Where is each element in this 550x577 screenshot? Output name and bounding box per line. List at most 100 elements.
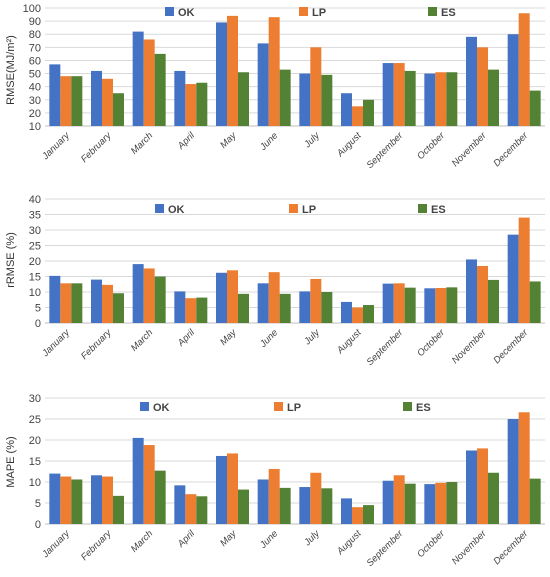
bar-ok <box>299 487 311 524</box>
x-tick-label: December <box>492 327 531 366</box>
chart-2: 0 5 10 15 20 25 30 35 40 rRMSE (%) January February… <box>5 194 545 368</box>
bar-ok <box>49 473 61 524</box>
y-tick-label: 15 <box>29 456 41 468</box>
y-tick-label: 15 <box>29 272 41 284</box>
y-tick-label: 10 <box>29 121 41 133</box>
bar-es <box>154 53 166 127</box>
bar-lp <box>477 47 488 127</box>
y-tick-label: 25 <box>29 414 41 426</box>
legend-entry-lp: LP <box>299 7 326 19</box>
bar-lp <box>310 47 322 127</box>
bar-es <box>238 489 249 524</box>
bar-lp <box>268 468 280 524</box>
bar-ok <box>507 34 519 126</box>
bar-ok <box>91 70 102 126</box>
bar-es <box>529 90 541 126</box>
bar-es <box>154 276 166 323</box>
chart-3: 0 5 10 15 20 25 30 MAPE (%) January February March… <box>5 393 545 569</box>
bar-es <box>404 483 416 524</box>
bar-es <box>71 479 83 524</box>
bar-ok <box>424 484 436 524</box>
legend-swatch <box>155 204 164 213</box>
bar-lp <box>477 265 488 323</box>
bar-lp <box>227 15 238 126</box>
bar-ok <box>216 22 227 126</box>
bar-ok <box>174 70 186 126</box>
bar-es <box>71 283 83 323</box>
bar-ok <box>91 279 102 323</box>
y-tick-label: 30 <box>29 225 41 237</box>
bar-ok <box>382 480 394 524</box>
x-tick-label: October <box>415 130 447 162</box>
bar-es <box>363 99 374 126</box>
x-tick-label: November <box>450 528 489 567</box>
bar-es <box>404 287 416 323</box>
bar-ok <box>216 455 227 524</box>
legend-entry-ok: OK <box>155 204 185 216</box>
bar-lp <box>435 482 447 524</box>
x-tick-label: June <box>257 130 280 153</box>
y-tick-label: 30 <box>29 95 41 107</box>
bar-lp <box>393 475 405 524</box>
y-axis-label: MAPE (%) <box>5 436 17 487</box>
bar-lp <box>185 298 197 323</box>
bar-es <box>113 93 124 126</box>
legend-label: ES <box>431 204 446 216</box>
x-tick-label: March <box>129 327 155 353</box>
x-tick-label: April <box>175 528 198 551</box>
x-tick-label: April <box>175 130 198 153</box>
x-tick-label: June <box>257 327 280 350</box>
bar-ok <box>466 259 477 323</box>
bar-lp <box>268 272 280 323</box>
bar-ok <box>507 419 519 524</box>
bar-es <box>113 293 124 323</box>
x-tick-label: February <box>79 129 115 165</box>
bar-lp <box>310 278 322 323</box>
bar-lp <box>393 63 405 126</box>
bar-ok <box>424 288 436 323</box>
x-tick-label: July <box>302 326 323 347</box>
bar-ok <box>216 272 227 323</box>
y-tick-label: 90 <box>29 16 41 28</box>
bar-lp <box>268 17 280 126</box>
bar-lp <box>435 287 447 323</box>
bar-es <box>238 293 249 323</box>
legend-swatch <box>418 204 427 213</box>
bar-ok <box>466 450 477 524</box>
legend-entry-lp: LP <box>274 402 301 414</box>
legend-swatch <box>165 7 174 16</box>
legend-swatch <box>274 402 283 411</box>
x-tick-label: September <box>365 528 406 569</box>
x-tick-label: December <box>492 130 531 169</box>
x-tick-label: October <box>415 528 447 560</box>
y-tick-label: 20 <box>29 108 41 120</box>
bar-ok <box>341 93 352 126</box>
bar-es <box>446 482 458 524</box>
bar-ok <box>299 73 311 126</box>
y-tick-label: 0 <box>35 519 41 531</box>
bar-es <box>71 76 83 126</box>
legend-label: ES <box>416 402 431 414</box>
bar-es <box>488 472 499 524</box>
bar-lp <box>185 494 197 524</box>
y-tick-label: 60 <box>29 55 41 67</box>
bar-es <box>446 72 458 126</box>
bar-es <box>279 487 291 524</box>
bar-lp <box>518 13 530 126</box>
bar-es <box>321 74 333 126</box>
bar-lp <box>102 78 113 126</box>
legend-entry-es: ES <box>428 7 456 19</box>
x-tick-label: November <box>450 130 489 169</box>
legend-label: OK <box>168 204 185 216</box>
bar-lp <box>227 453 238 524</box>
bar-es <box>363 505 374 524</box>
x-tick-label: January <box>40 326 73 359</box>
bar-ok <box>382 283 394 323</box>
bar-lp <box>477 448 488 524</box>
bar-lp <box>227 270 238 323</box>
x-tick-label: June <box>257 528 280 551</box>
x-tick-label: December <box>492 528 531 567</box>
bar-ok <box>91 475 102 524</box>
